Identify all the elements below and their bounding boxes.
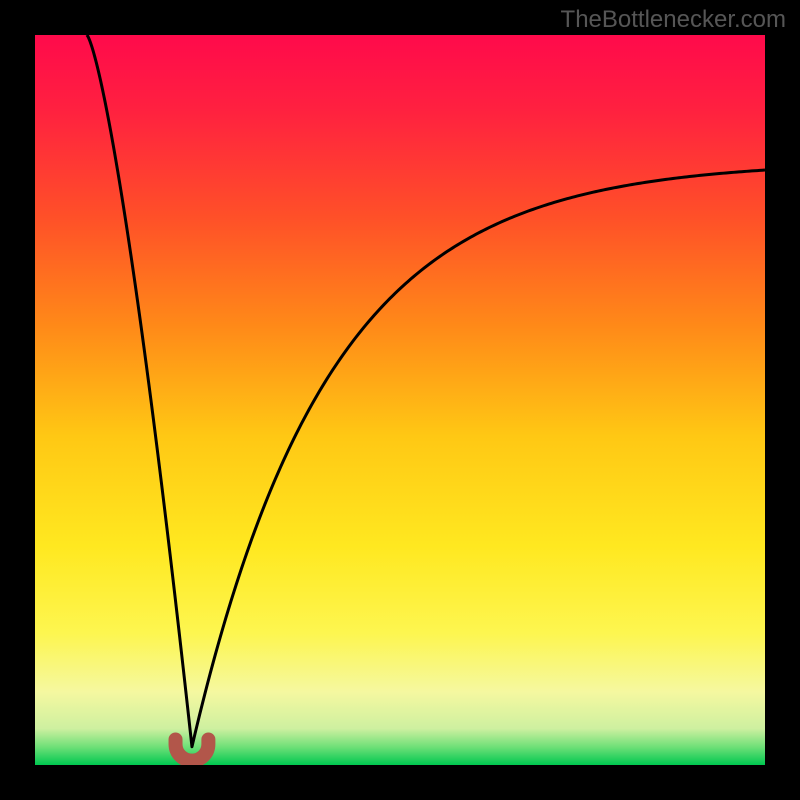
gradient-background bbox=[35, 35, 765, 765]
bottleneck-chart bbox=[35, 35, 765, 765]
plot-area bbox=[35, 35, 765, 765]
watermark-text: TheBottlenecker.com bbox=[561, 6, 786, 34]
figure-root: TheBottlenecker.com bbox=[0, 0, 800, 800]
